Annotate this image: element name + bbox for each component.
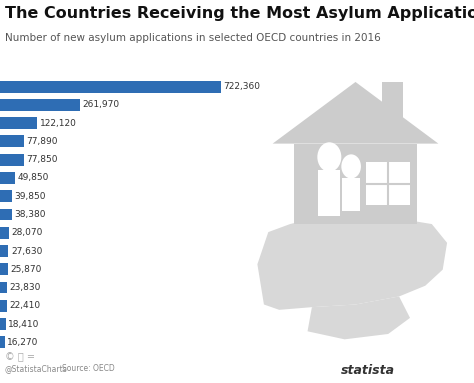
Circle shape [317, 142, 341, 172]
Polygon shape [342, 178, 360, 211]
Bar [0, 336, 5, 348]
Text: 722,360: 722,360 [223, 82, 260, 91]
Bar [0, 264, 8, 275]
Text: 49,850: 49,850 [18, 173, 49, 182]
Polygon shape [319, 170, 340, 216]
Bar [0, 209, 12, 220]
Bar [0, 99, 80, 111]
Text: 77,850: 77,850 [26, 155, 58, 164]
Polygon shape [257, 219, 447, 310]
Bar [0, 154, 24, 165]
Bar [0, 190, 12, 202]
Text: 25,870: 25,870 [10, 265, 42, 274]
Text: 16,270: 16,270 [8, 338, 39, 347]
Bar [0, 136, 24, 147]
Text: 18,410: 18,410 [8, 319, 39, 329]
Text: 22,410: 22,410 [9, 301, 40, 310]
Text: 122,120: 122,120 [40, 119, 77, 128]
Text: 23,830: 23,830 [10, 283, 41, 292]
Text: The Countries Receiving the Most Asylum Applications: The Countries Receiving the Most Asylum … [5, 6, 474, 21]
Text: @StatistaCharts: @StatistaCharts [5, 365, 67, 373]
Bar [0, 245, 9, 257]
Polygon shape [382, 82, 403, 130]
Text: 39,850: 39,850 [15, 192, 46, 201]
Text: 77,890: 77,890 [26, 137, 58, 146]
Text: 38,380: 38,380 [14, 210, 46, 219]
Text: 28,070: 28,070 [11, 228, 42, 237]
Bar [0, 318, 6, 330]
Text: 27,630: 27,630 [11, 247, 42, 255]
Bar [0, 300, 7, 312]
Text: Source: OECD: Source: OECD [62, 365, 114, 373]
Bar [0, 282, 7, 293]
Text: statista: statista [341, 364, 395, 377]
Text: 261,970: 261,970 [82, 100, 119, 110]
Bar [0, 81, 221, 93]
Circle shape [341, 154, 361, 178]
Text: © ⓘ =: © ⓘ = [5, 352, 35, 362]
Polygon shape [366, 162, 410, 205]
Polygon shape [273, 82, 438, 144]
Bar [0, 117, 37, 129]
Polygon shape [308, 296, 410, 339]
Text: Number of new asylum applications in selected OECD countries in 2016: Number of new asylum applications in sel… [5, 33, 381, 43]
Bar [0, 172, 15, 184]
Bar [0, 227, 9, 239]
Polygon shape [294, 144, 417, 224]
